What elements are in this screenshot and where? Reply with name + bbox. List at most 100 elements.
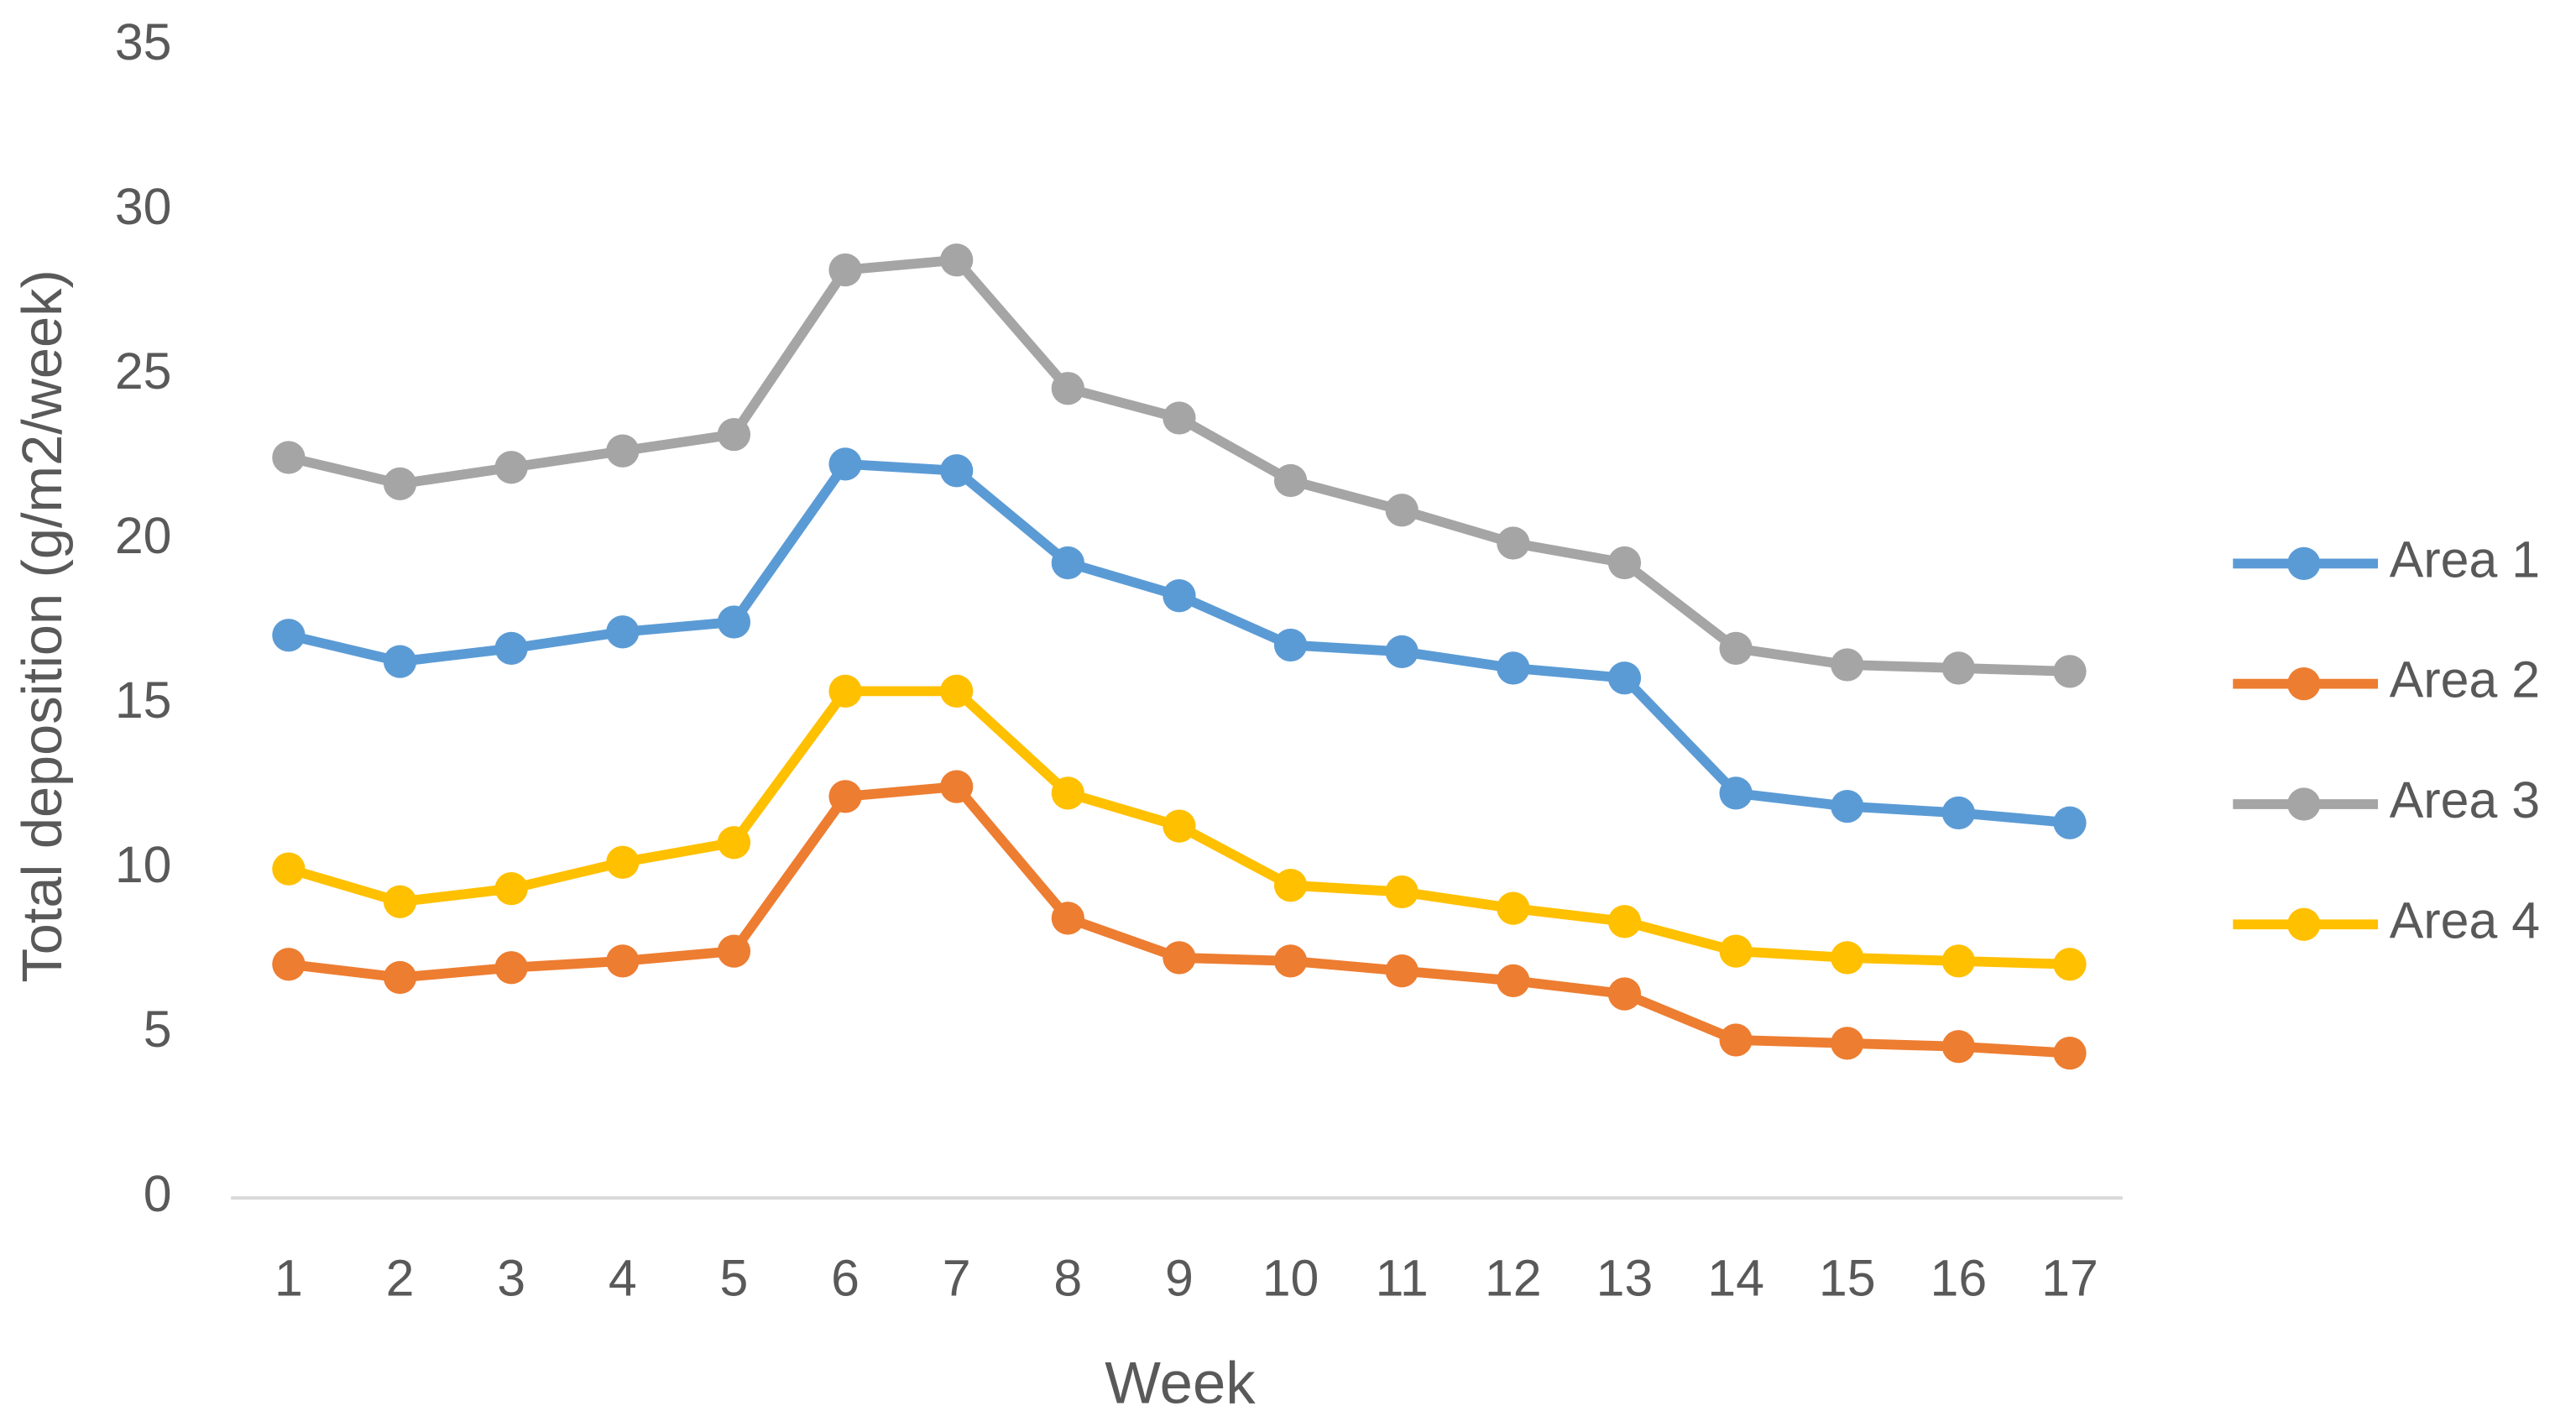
- data-point: [494, 951, 528, 985]
- legend-label: Area 3: [2390, 771, 2540, 828]
- data-point: [1051, 546, 1084, 580]
- data-point: [383, 467, 417, 501]
- data-point: [1719, 776, 1753, 810]
- data-point: [1941, 944, 1975, 978]
- data-point: [1607, 661, 1642, 695]
- data-point: [1831, 1027, 1864, 1060]
- data-point: [1497, 964, 1530, 998]
- x-tick-label: 14: [1707, 1249, 1764, 1306]
- y-tick-label: 0: [144, 1165, 172, 1222]
- data-point: [828, 780, 862, 813]
- y-tick-label: 5: [144, 1001, 172, 1058]
- x-tick-label: 8: [1053, 1249, 1082, 1306]
- data-point: [606, 434, 640, 468]
- x-tick-label: 2: [386, 1249, 415, 1306]
- legend-marker: [2287, 787, 2321, 821]
- data-point: [940, 243, 974, 277]
- x-tick-label: 9: [1165, 1249, 1194, 1306]
- data-point: [1051, 776, 1084, 810]
- x-tick-label: 6: [831, 1249, 860, 1306]
- data-point: [494, 871, 528, 906]
- x-axis-label: Week: [1105, 1350, 1256, 1416]
- data-point: [2053, 806, 2087, 839]
- data-point: [940, 770, 974, 803]
- x-tick-label: 10: [1262, 1249, 1319, 1306]
- data-point: [272, 852, 306, 886]
- x-tick-label: 17: [2041, 1249, 2098, 1306]
- data-point: [1831, 789, 1864, 823]
- data-point: [1051, 902, 1084, 935]
- data-point: [1719, 631, 1753, 666]
- x-tick-label: 13: [1596, 1249, 1654, 1306]
- data-point: [1385, 875, 1419, 909]
- data-point: [1941, 796, 1975, 830]
- data-point: [383, 645, 417, 678]
- data-point: [1607, 905, 1642, 938]
- data-point: [1273, 869, 1308, 902]
- y-tick-label: 20: [115, 507, 172, 564]
- data-point: [717, 605, 751, 639]
- x-tick-label: 1: [274, 1249, 303, 1306]
- data-point: [1385, 954, 1419, 988]
- data-point: [1385, 494, 1419, 527]
- y-tick-label: 10: [115, 836, 172, 893]
- legend-label: Area 2: [2390, 651, 2540, 708]
- legend-label: Area 1: [2390, 531, 2540, 588]
- y-tick-label: 25: [115, 342, 172, 400]
- data-point: [1497, 891, 1530, 925]
- x-tick-label: 7: [943, 1249, 971, 1306]
- x-tick-label: 16: [1930, 1249, 1987, 1306]
- data-point: [272, 619, 306, 652]
- data-point: [1831, 648, 1864, 682]
- data-point: [828, 674, 862, 708]
- legend-marker: [2287, 546, 2321, 580]
- data-point: [606, 944, 640, 978]
- data-point: [1273, 944, 1308, 978]
- data-point: [272, 441, 306, 474]
- data-point: [494, 631, 528, 666]
- data-point: [2053, 655, 2087, 688]
- x-tick-label: 12: [1485, 1249, 1542, 1306]
- data-point: [1941, 651, 1975, 685]
- data-point: [383, 960, 417, 995]
- data-point: [2053, 948, 2087, 981]
- data-point: [940, 674, 974, 708]
- x-tick-label: 15: [1819, 1249, 1876, 1306]
- data-point: [2053, 1037, 2087, 1070]
- data-point: [494, 451, 528, 484]
- data-point: [1273, 463, 1308, 498]
- data-point: [272, 948, 306, 981]
- data-point: [1385, 635, 1419, 668]
- series-line: [287, 458, 2071, 828]
- data-point: [717, 826, 751, 860]
- data-point: [828, 253, 862, 287]
- data-point: [1719, 934, 1753, 968]
- y-tick-label: 30: [115, 178, 172, 235]
- data-point: [606, 615, 640, 649]
- legend-marker: [2287, 667, 2321, 701]
- legend-marker: [2287, 907, 2321, 941]
- x-tick-label: 11: [1376, 1249, 1429, 1306]
- data-point: [1607, 977, 1642, 1011]
- x-tick-label: 3: [497, 1249, 525, 1306]
- data-point: [1163, 941, 1196, 975]
- data-point: [1497, 651, 1530, 685]
- data-point: [1719, 1023, 1753, 1057]
- data-point: [1273, 628, 1308, 662]
- data-point: [1831, 941, 1864, 975]
- y-axis-label: Total deposition (g/m2/week): [12, 269, 74, 982]
- data-point: [383, 885, 417, 918]
- x-tick-label: 5: [720, 1249, 749, 1306]
- data-point: [1497, 526, 1530, 560]
- data-point: [1163, 809, 1196, 843]
- data-point: [717, 934, 751, 968]
- y-tick-label: 15: [115, 672, 172, 729]
- data-point: [1941, 1030, 1975, 1064]
- y-tick-label: 35: [115, 13, 172, 71]
- data-point: [828, 447, 862, 481]
- data-point: [606, 845, 640, 879]
- x-tick-label: 4: [609, 1249, 637, 1306]
- data-point: [1051, 372, 1084, 405]
- data-point: [717, 417, 751, 452]
